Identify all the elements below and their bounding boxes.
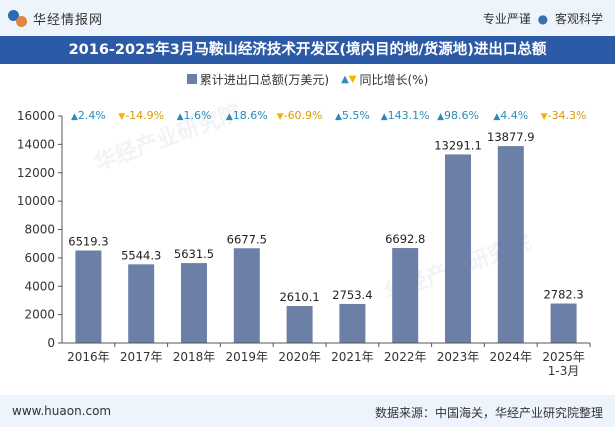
- data-label: 2610.1: [279, 290, 319, 304]
- slogan-right: 客观科学: [554, 12, 603, 26]
- x-axis: 2016年 2017年 2018年 2019年 2020年 2021年 2022年 2023年…: [62, 342, 591, 378]
- growth-label: ▲4.4%: [493, 109, 528, 122]
- x-tick-label: 2018年: [173, 350, 216, 364]
- bar: [128, 264, 155, 343]
- x-tick-label: 2016年: [67, 350, 110, 364]
- brand-logo-icon: [8, 9, 28, 28]
- y-tick-label: 2000: [24, 308, 55, 322]
- x-tick-label: 2023年: [437, 350, 480, 364]
- growth-label: ▲1.6%: [177, 109, 212, 122]
- bar: [181, 263, 207, 343]
- bar: [392, 248, 419, 343]
- y-tick-label: 8000: [24, 223, 55, 237]
- bar-chart: 0 2000 4000 6000 8000 10000 12000 14000 16000 ▲2…: [17, 109, 591, 378]
- data-label: 5544.3: [121, 248, 161, 262]
- data-label: 2782.3: [543, 288, 583, 302]
- y-tick-label: 4000: [24, 279, 55, 293]
- triangle-up-icon: ▲: [341, 73, 349, 85]
- x-tick-label: 2021年: [331, 350, 374, 364]
- y-tick-label: 12000: [17, 166, 55, 180]
- title-band: [0, 36, 615, 64]
- footer-band: www.huaon.com 数据来源：中国海关，华经产业研究院整理: [0, 395, 615, 427]
- data-label: 6677.5: [227, 232, 267, 246]
- slogan-separator: ●: [537, 12, 549, 26]
- growth-label: ▼-34.3%: [541, 109, 587, 122]
- bars: 6519.3 5544.3 5631.5 6677.5 2610.1 2753.4 6692…: [68, 130, 584, 343]
- x-tick-label: 2022年: [384, 350, 427, 364]
- growth-label: ▼-14.9%: [118, 109, 164, 122]
- legend: 累计进出口总额(万美元) ▲ ▼ 同比增长(%): [0, 70, 615, 88]
- y-tick-label: 14000: [17, 137, 55, 151]
- growth-labels: ▲2.4% ▼-14.9% ▲1.6% ▲18.6% ▼-60.9% ▲5.5% ▲143.…: [71, 109, 587, 122]
- growth-label: ▲143.1%: [381, 109, 430, 122]
- footer-site: www.huaon.com: [12, 404, 112, 418]
- bar: [550, 303, 577, 343]
- bar: [339, 303, 366, 343]
- footer-source: 数据来源：中国海关，华经产业研究院整理: [374, 406, 603, 420]
- growth-label: ▲5.5%: [335, 109, 370, 122]
- legend-bar-entry: 累计进出口总额(万美元): [186, 71, 330, 88]
- legend-bar-swatch: [186, 74, 197, 84]
- y-tick-label: 6000: [24, 251, 55, 265]
- bar: [286, 305, 313, 343]
- data-label: 13877.9: [487, 130, 535, 144]
- bar: [445, 154, 471, 343]
- y-tick-label: 10000: [17, 194, 55, 208]
- x-tick-label: 2024年: [490, 350, 533, 364]
- brand: 华经情报网: [8, 9, 103, 28]
- growth-label: ▲2.4%: [71, 109, 106, 122]
- data-label: 6692.8: [385, 232, 425, 246]
- growth-label: ▲98.6%: [437, 109, 479, 122]
- bar: [497, 146, 524, 343]
- data-label: 13291.1: [434, 138, 482, 152]
- slogan-left: 专业严谨: [482, 12, 531, 26]
- bar: [75, 250, 102, 343]
- y-tick-label: 0: [47, 336, 55, 350]
- triangle-down-icon: ▼: [348, 73, 357, 85]
- legend-bar-label: 累计进出口总额(万美元): [199, 72, 330, 87]
- chart-title: 2016-2025年3月马鞍山经济技术开发区(境内目的地/货源地)进出口总额: [68, 42, 547, 58]
- growth-label: ▲18.6%: [226, 109, 268, 122]
- x-tick-label: 2019年: [226, 350, 269, 364]
- legend-growth-label: 同比增长(%): [359, 72, 429, 87]
- y-axis: 0 2000 4000 6000 8000 10000 12000 14000 16000: [17, 109, 63, 350]
- brand-name: 华经情报网: [33, 13, 104, 28]
- y-tick-label: 16000: [17, 109, 55, 123]
- growth-label: ▼-60.9%: [277, 109, 323, 122]
- bar: [233, 248, 260, 343]
- slogan: 专业严谨 ● 客观科学: [483, 10, 603, 27]
- data-label: 5631.5: [174, 247, 214, 261]
- x-tick-label: 2025年: [542, 350, 585, 364]
- data-label: 6519.3: [68, 235, 108, 249]
- legend-growth-entry: ▲ ▼ 同比增长(%): [341, 71, 428, 88]
- header-band: [0, 0, 615, 36]
- x-tick-label: 2017年: [120, 350, 163, 364]
- x-tick-label: 2020年: [278, 350, 321, 364]
- data-label: 2753.4: [332, 288, 372, 302]
- x-tick-label: 1-3月: [548, 364, 580, 378]
